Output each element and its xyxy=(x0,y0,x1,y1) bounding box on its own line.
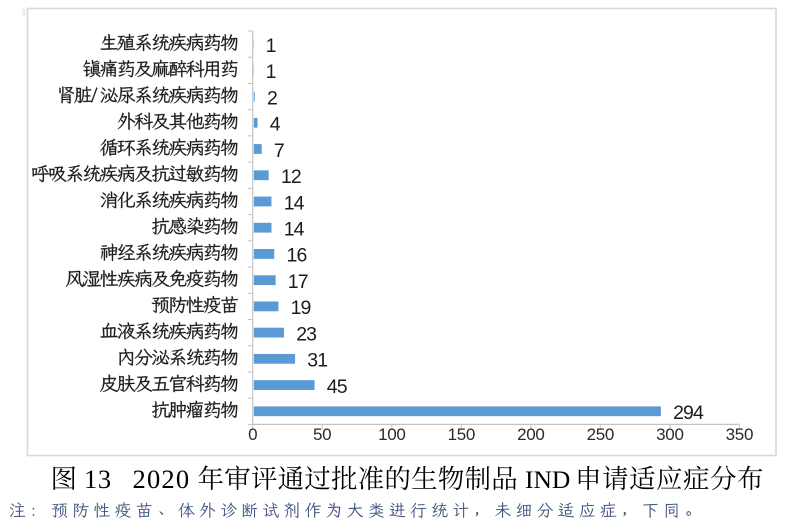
svg-text:150: 150 xyxy=(448,425,475,444)
svg-text:19: 19 xyxy=(291,297,311,319)
svg-text:16: 16 xyxy=(287,245,307,267)
svg-text:294: 294 xyxy=(673,402,704,424)
svg-text:250: 250 xyxy=(587,425,614,444)
svg-text:17: 17 xyxy=(288,271,308,293)
svg-text:1: 1 xyxy=(266,35,276,57)
svg-text:350: 350 xyxy=(726,425,753,444)
svg-text:4: 4 xyxy=(270,114,281,136)
svg-text:50: 50 xyxy=(313,425,331,444)
svg-text:200: 200 xyxy=(517,425,544,444)
svg-text:1: 1 xyxy=(266,61,276,83)
svg-text:23: 23 xyxy=(296,323,316,345)
svg-text:14: 14 xyxy=(284,192,305,214)
svg-text:100: 100 xyxy=(378,425,405,444)
svg-text:31: 31 xyxy=(307,350,327,372)
svg-text:13: 13 xyxy=(84,464,112,494)
svg-text:0: 0 xyxy=(248,425,257,444)
svg-text:300: 300 xyxy=(656,425,683,444)
svg-text:7: 7 xyxy=(274,140,284,162)
svg-text:14: 14 xyxy=(284,219,305,241)
svg-text:2020: 2020 xyxy=(133,464,191,494)
svg-text:12: 12 xyxy=(281,166,301,188)
svg-text:2: 2 xyxy=(267,87,277,109)
svg-text:45: 45 xyxy=(327,376,348,398)
svg-text:IND: IND xyxy=(525,465,570,494)
